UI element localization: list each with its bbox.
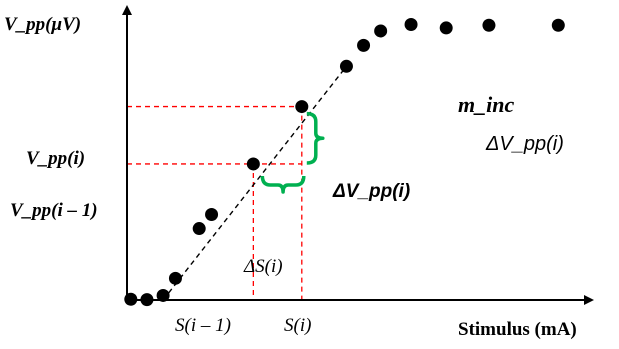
- data-point-7: [246, 157, 260, 171]
- data-point-15: [551, 18, 565, 32]
- data-point-3: [156, 288, 170, 302]
- data-point-12: [404, 18, 418, 31]
- m-inc-label: m_inc: [458, 92, 514, 117]
- fit-line-segment: [162, 65, 348, 301]
- data-point-8: [295, 100, 309, 114]
- delta-vpp-brace: [306, 111, 325, 165]
- data-point-5: [192, 222, 206, 236]
- data-point-10: [357, 38, 371, 52]
- data-point-4: [168, 271, 182, 285]
- delta-vpp-label: ΔV_pp(i): [332, 181, 410, 202]
- data-point-13: [439, 21, 453, 35]
- data-point-14: [482, 18, 496, 32]
- data-point-1: [124, 292, 138, 306]
- delta-s-brace: [260, 175, 306, 194]
- data-point-2: [140, 293, 154, 307]
- x-tick-label-s-i-minus-1: S(i – 1): [175, 315, 231, 336]
- m-inc-equation: ΔV_pp(i): [485, 133, 564, 155]
- x-axis-label: Stimulus (mA): [458, 319, 577, 340]
- delta-braces: [260, 111, 325, 194]
- delta-s-label: ΔS(i): [243, 256, 283, 277]
- fit-line: [162, 65, 348, 301]
- y-axis-label: V_pp(μV): [4, 14, 81, 35]
- reference-guides: [127, 105, 303, 300]
- data-points: [124, 18, 565, 307]
- data-point-9: [339, 59, 353, 73]
- y-tick-label-vpp-i: V_pp(i): [26, 148, 85, 169]
- y-tick-label-vpp-i-minus-1: V_pp(i – 1): [10, 200, 98, 221]
- data-point-6: [205, 208, 219, 221]
- x-tick-label-s-i: S(i): [284, 315, 311, 336]
- data-point-11: [374, 24, 388, 38]
